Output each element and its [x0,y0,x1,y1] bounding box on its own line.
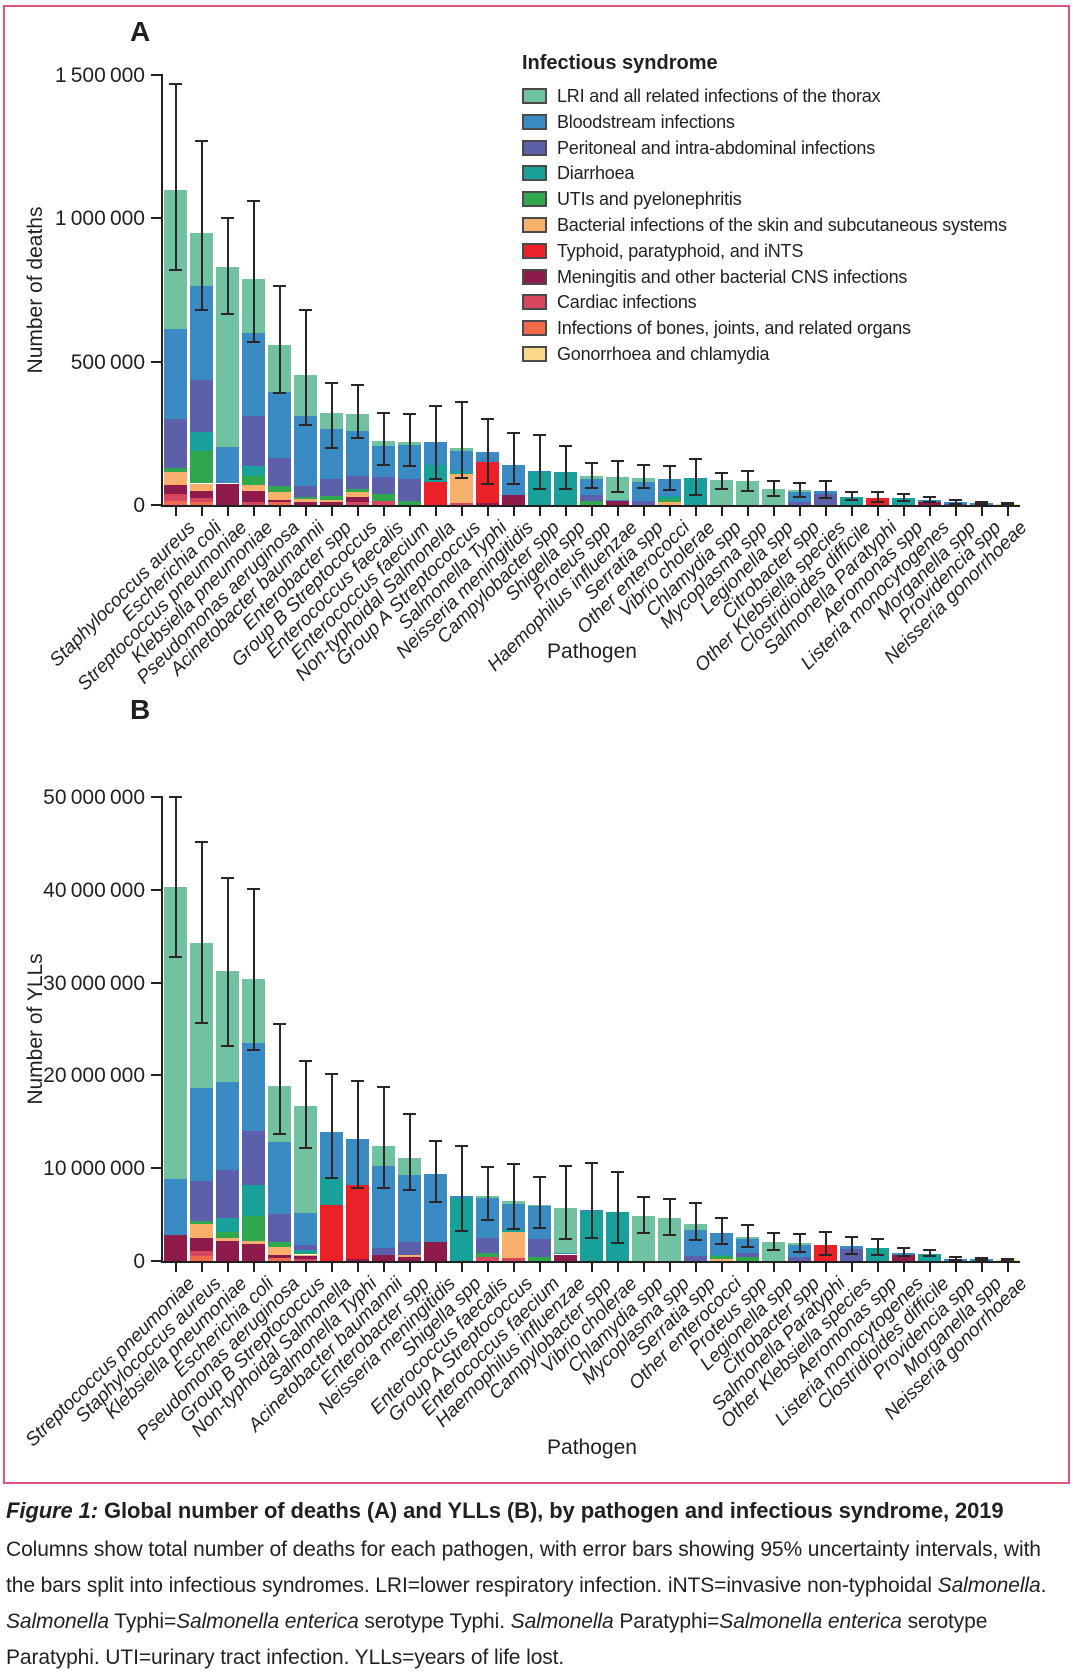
caption-body-segment: Salmonella [6,1610,109,1633]
caption-body-segment: Salmonella [510,1610,614,1633]
figure-border-box [3,5,1070,1484]
caption-body-segment: serotype Paratyphi. UTI=urinary tract in… [6,1610,988,1669]
caption-title-segment: Figure 1: [6,1498,98,1523]
caption-body-segment: Salmonella [937,1574,1041,1597]
caption-body: Columns show total number of deaths for … [6,1532,1074,1676]
caption-body-segment: Salmonella enterica [176,1610,359,1633]
caption-body-segment: Typhi= [108,1610,177,1633]
caption-body-segment: serotype Typhi. [358,1610,511,1633]
caption-body-segment: Salmonella enterica [719,1610,902,1633]
caption-title: Figure 1: Global number of deaths (A) an… [6,1498,1074,1524]
caption-body-segment: . [1040,1574,1047,1597]
caption-title-segment: Global number of deaths (A) and YLLs (B)… [98,1498,1004,1523]
caption-body-segment: Columns show total number of deaths for … [6,1538,1041,1597]
caption-body-segment: Paratyphi= [613,1610,720,1633]
